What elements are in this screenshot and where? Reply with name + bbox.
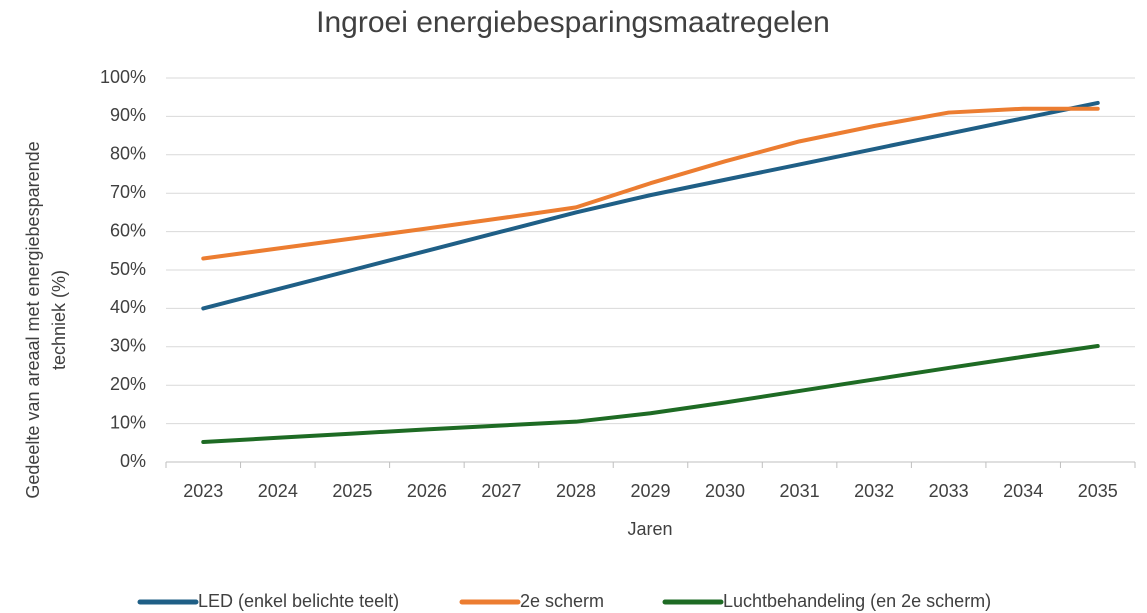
data-line xyxy=(201,106,1100,261)
chart-title: Ingroei energiebesparingsmaatregelen xyxy=(316,6,830,39)
x-tick-label: 2034 xyxy=(1003,481,1043,501)
y-tick-label: 90% xyxy=(110,105,146,125)
x-tick-label: 2030 xyxy=(705,481,745,501)
x-tick-label: 2035 xyxy=(1078,481,1118,501)
legend-label: LED (enkel belichte teelt) xyxy=(198,591,399,611)
y-tick-label: 60% xyxy=(110,220,146,240)
legend-label: Luchtbehandeling (en 2e scherm) xyxy=(723,591,991,611)
y-tick-label: 50% xyxy=(110,259,146,279)
y-tick-label: 30% xyxy=(110,336,146,356)
y-tick-label: 0% xyxy=(120,451,146,471)
x-tick-label: 2027 xyxy=(481,481,521,501)
y-tick-label: 10% xyxy=(110,412,146,432)
x-tick-label: 2025 xyxy=(332,481,372,501)
y-tick-label: 20% xyxy=(110,374,146,394)
x-tick-label: 2029 xyxy=(630,481,670,501)
legend-label: 2e scherm xyxy=(520,591,604,611)
y-axis-label: Gedeelte van areaal met energiebesparend… xyxy=(23,141,69,498)
x-tick-label: 2023 xyxy=(183,481,223,501)
y-axis-label-line: techniek (%) xyxy=(49,270,69,370)
y-tick-label: 40% xyxy=(110,297,146,317)
y-axis-label-line: Gedeelte van areaal met energiebesparend… xyxy=(23,141,43,498)
x-tick-label: 2031 xyxy=(780,481,820,501)
x-axis-label: Jaren xyxy=(627,519,672,539)
y-tick-label: 100% xyxy=(100,67,146,87)
x-tick-label: 2032 xyxy=(854,481,894,501)
y-tick-label: 70% xyxy=(110,182,146,202)
x-tick-label: 2024 xyxy=(258,481,298,501)
x-tick-label: 2033 xyxy=(929,481,969,501)
y-tick-label: 80% xyxy=(110,144,146,164)
x-tick-label: 2028 xyxy=(556,481,596,501)
data-line xyxy=(201,100,1100,311)
x-tick-label: 2026 xyxy=(407,481,447,501)
data-line xyxy=(201,344,1100,445)
